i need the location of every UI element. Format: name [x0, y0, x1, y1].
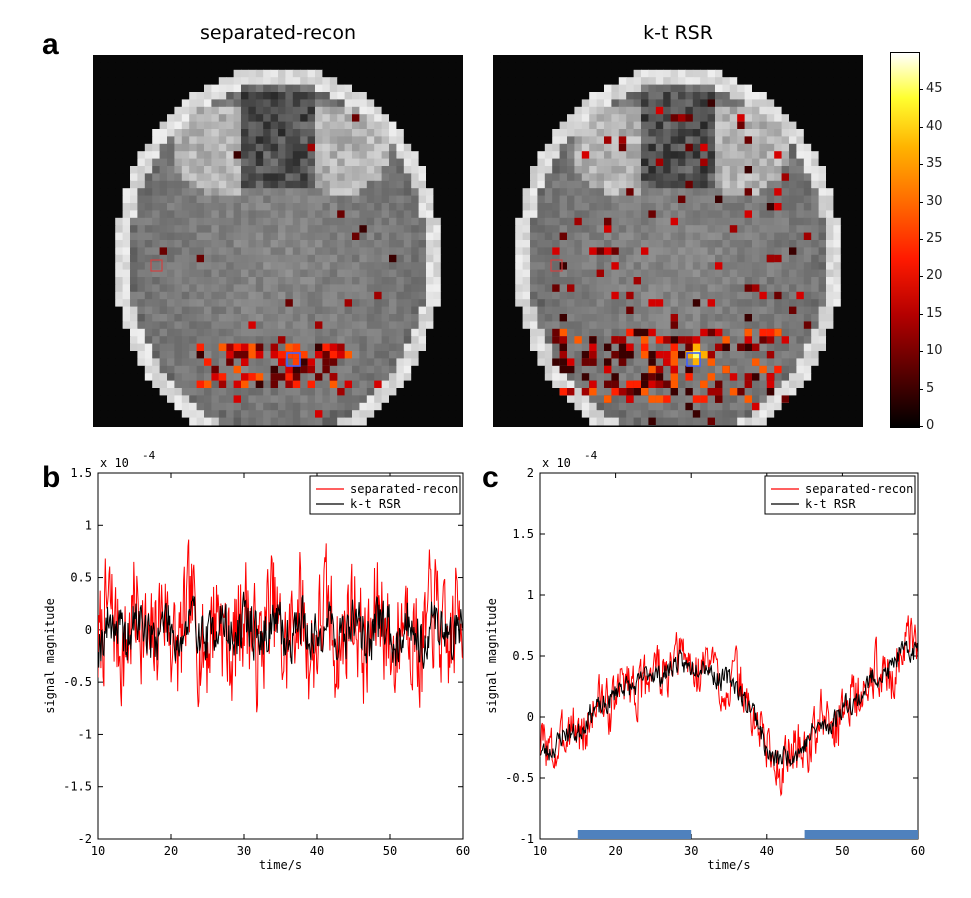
x-tick-label: 50 — [835, 844, 849, 858]
colorbar-tick-label: 40 — [926, 118, 943, 134]
y-tick-label: 0.5 — [70, 571, 92, 585]
panel-label-c: c — [482, 461, 499, 494]
colorbar-tick-label: 45 — [926, 81, 943, 97]
x-tick-label: 10 — [533, 844, 547, 858]
colorbar-tick-mark — [919, 201, 923, 203]
colorbar-tick-mark — [919, 388, 923, 390]
y-tick-label: -1 — [78, 727, 92, 741]
colorbar-tick-label: 30 — [926, 193, 943, 209]
legend-label: k-t RSR — [805, 497, 856, 511]
left-image-title: separated-recon — [200, 22, 356, 44]
roi-box-control — [150, 259, 163, 272]
y-exponent-power: -4 — [142, 450, 156, 462]
roi-box-active — [686, 352, 701, 367]
x-axis-label: time/s — [707, 858, 750, 872]
colorbar-tick-label: 5 — [926, 380, 935, 396]
y-tick-label: 2 — [527, 466, 534, 480]
y-tick-label: -1.5 — [63, 780, 92, 794]
stimulus-block — [804, 830, 918, 839]
y-tick-label: 0.5 — [512, 649, 534, 663]
colorbar-tick-label: 15 — [926, 305, 943, 321]
y-tick-label: 1 — [85, 518, 92, 532]
brain-image-separated-recon — [93, 55, 463, 427]
y-exponent-label: x 10 — [542, 456, 571, 470]
legend-box — [309, 475, 461, 515]
plot-frame — [539, 472, 919, 840]
chart-b: 10 20 30 40 50 60 -2 -1.5 -1 -0.5 0 0.5 1 1.5 x 10 -4 ti… — [43, 450, 470, 872]
colorbar — [890, 52, 920, 428]
y-tick-label: 1 — [527, 588, 534, 602]
legend-label: k-t RSR — [350, 497, 401, 511]
roi-box-active — [286, 352, 301, 367]
colorbar-tick-mark — [919, 164, 923, 166]
y-exponent-label: x 10 — [100, 456, 129, 470]
colorbar-tick-label: 25 — [926, 231, 943, 246]
colorbar-tick-label: 10 — [926, 343, 943, 359]
roi-box-control — [550, 259, 563, 272]
chart-c: 10 20 30 40 50 60 -1 -0.5 0 0.5 1 1.5 2 x 10 -4 time/s s… — [485, 450, 925, 872]
series-line-k-t-rsr — [540, 640, 918, 767]
right-image-title: k-t RSR — [643, 22, 713, 44]
y-tick-label: -0.5 — [505, 771, 534, 785]
x-tick-label: 10 — [91, 844, 105, 858]
y-tick-label: 0 — [85, 623, 92, 637]
x-axis-label: time/s — [259, 858, 302, 872]
brain-activation-map-left — [93, 55, 463, 426]
y-tick-label: 1.5 — [70, 466, 92, 480]
series-line-k-t-rsr — [98, 591, 463, 669]
colorbar-tick-mark — [919, 89, 923, 91]
x-tick-label: 40 — [310, 844, 324, 858]
y-tick-label: -0.5 — [63, 675, 92, 689]
plot-frame — [97, 472, 464, 840]
x-tick-label: 60 — [911, 844, 925, 858]
y-axis-label: signal magnitude — [485, 598, 499, 714]
brain-image-kt-rsr — [493, 55, 863, 427]
x-tick-label: 50 — [383, 844, 397, 858]
y-tick-label: 0 — [527, 710, 534, 724]
colorbar-tick-mark — [919, 313, 923, 315]
colorbar-tick-mark — [919, 126, 923, 128]
y-tick-label: -1 — [520, 832, 534, 846]
x-tick-label: 30 — [684, 844, 698, 858]
x-tick-label: 60 — [456, 844, 470, 858]
panel-label-a: a — [42, 28, 59, 61]
colorbar-tick-mark — [919, 276, 923, 278]
colorbar-tick-label: 0 — [926, 418, 935, 433]
x-tick-label: 40 — [760, 844, 774, 858]
colorbar-tick-mark — [919, 426, 923, 427]
x-tick-label: 20 — [164, 844, 178, 858]
x-tick-label: 20 — [608, 844, 622, 858]
x-tick-label: 30 — [237, 844, 251, 858]
panel-label-b: b — [42, 461, 61, 494]
y-tick-label: 1.5 — [512, 527, 534, 541]
colorbar-tick-label: 20 — [926, 268, 943, 284]
colorbar-tick-mark — [919, 239, 923, 240]
legend-label: separated-recon — [350, 482, 458, 496]
legend-label: separated-recon — [805, 482, 913, 496]
y-axis-label: signal magnitude — [43, 598, 57, 714]
y-exponent-power: -4 — [584, 450, 598, 462]
legend-box — [764, 475, 916, 515]
y-tick-label: -2 — [78, 832, 92, 846]
stimulus-block — [577, 830, 692, 839]
colorbar-tick-mark — [919, 351, 923, 353]
colorbar-tick-label: 35 — [926, 156, 943, 172]
brain-activation-map-right — [493, 55, 863, 426]
